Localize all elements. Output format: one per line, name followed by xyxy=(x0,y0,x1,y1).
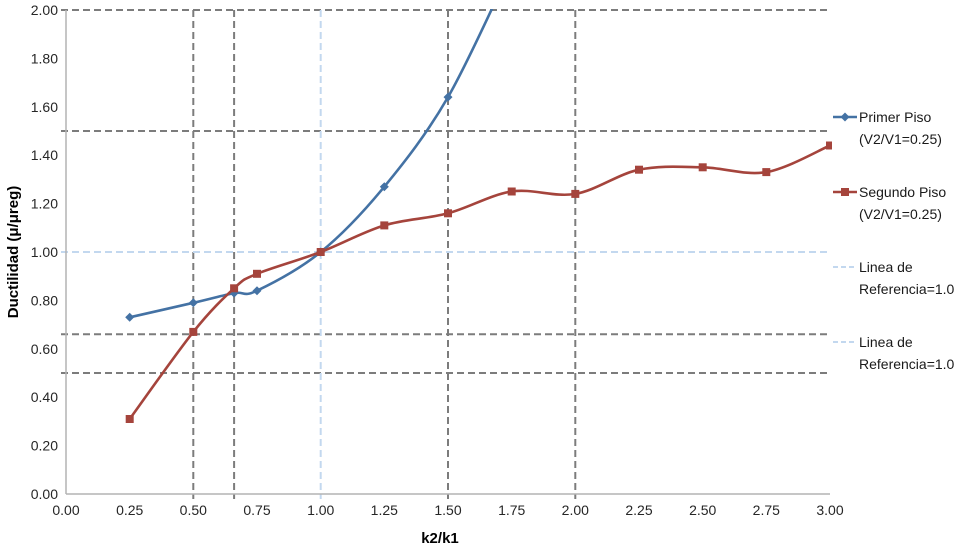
chart-legend: Primer Piso (V2/V1=0.25) Segundo Piso (V2/V… xyxy=(833,0,961,548)
data-point-diamond-0.75 xyxy=(252,286,262,296)
x-tick-label-0.75: 0.75 xyxy=(243,502,270,518)
x-tick-label-2.75: 2.75 xyxy=(753,502,780,518)
x-tick-label-2.25: 2.25 xyxy=(625,502,652,518)
x-tick-label-0.00: 0.00 xyxy=(52,502,79,518)
x-tick-label-1.25: 1.25 xyxy=(371,502,398,518)
data-point-square-1.5 xyxy=(444,209,452,218)
legend-label: Primer Piso (V2/V1=0.25) xyxy=(859,106,942,150)
x-tick-label-3.00: 3.00 xyxy=(816,502,843,518)
legend-label-line: Referencia=1.0 xyxy=(859,356,955,372)
tick-labels-layer: 0.00 0.25 0.50 0.75 1.00 1.25 1.50 1.75 2.00 2.25… xyxy=(31,2,844,518)
y-tick-label-0.60: 0.60 xyxy=(31,341,58,357)
y-tick-label-1.60: 1.60 xyxy=(31,99,58,115)
y-axis-title: Ductilidad (μ/μreg) xyxy=(5,186,22,319)
series-layer xyxy=(125,9,832,423)
y-tick-label-1.80: 1.80 xyxy=(31,50,58,66)
axes-layer xyxy=(65,10,830,495)
legend-label-line: (V2/V1=0.25) xyxy=(859,131,942,147)
data-point-square-0.5 xyxy=(189,327,198,336)
legend-label-line: Segundo Piso xyxy=(859,184,947,200)
data-point-square-0.25 xyxy=(125,415,134,423)
data-point-diamond-0.25 xyxy=(125,312,135,322)
legend-item-0: Primer Piso (V2/V1=0.25) xyxy=(833,106,942,150)
series-primer-piso xyxy=(125,9,494,322)
x-tick-label-2.50: 2.50 xyxy=(689,502,716,518)
reference-lines-layer xyxy=(61,9,830,499)
data-point-diamond-0.5 xyxy=(188,298,198,308)
data-point-diamond-1.25 xyxy=(379,182,389,192)
y-tick-label-1.00: 1.00 xyxy=(31,244,58,260)
y-tick-label-0.80: 0.80 xyxy=(31,292,58,308)
data-point-square-0.75 xyxy=(253,269,261,278)
data-point-square-2.25 xyxy=(635,165,643,174)
data-point-square-0.66 xyxy=(230,284,239,293)
x-axis-title: k2/k1 xyxy=(421,530,459,547)
y-tick-label-2.00: 2.00 xyxy=(31,2,58,18)
data-point-square-1.75 xyxy=(507,187,516,196)
legend-swatch-line-square-icon xyxy=(833,185,859,204)
data-point-square-1.25 xyxy=(380,221,389,230)
y-tick-label-1.20: 1.20 xyxy=(31,196,58,212)
legend-label: Linea de Referencia=1.0 xyxy=(859,256,954,300)
legend-swatch-dashes-icon xyxy=(833,260,859,279)
y-tick-label-0.20: 0.20 xyxy=(31,438,58,454)
y-tick-label-1.40: 1.40 xyxy=(31,147,58,163)
legend-label: Segundo Piso (V2/V1=0.25) xyxy=(859,181,946,225)
legend-item-2: Linea de Referencia=1.0 xyxy=(833,256,954,300)
series-segundo-piso xyxy=(125,141,832,423)
legend-swatch-graphic xyxy=(833,266,857,268)
data-point-square-3 xyxy=(826,141,832,150)
data-point-square-1 xyxy=(316,248,325,256)
legend-label-line: Primer Piso xyxy=(859,109,932,125)
x-tick-label-2.00: 2.00 xyxy=(562,502,589,518)
x-tick-label-0.50: 0.50 xyxy=(180,502,207,518)
legend-swatch-dashes-icon xyxy=(833,335,859,354)
y-tick-label-0.40: 0.40 xyxy=(31,389,58,405)
x-tick-label-1.50: 1.50 xyxy=(434,502,461,518)
legend-label-line: Linea de xyxy=(859,259,913,275)
legend-item-3: Linea de Referencia=1.0 xyxy=(833,331,954,375)
square-marker-sample xyxy=(841,188,849,196)
x-tick-label-1.75: 1.75 xyxy=(498,502,525,518)
legend-swatch-line-diamond-icon xyxy=(833,110,859,129)
data-point-diamond-1.5 xyxy=(443,92,453,102)
y-tick-label-0.00: 0.00 xyxy=(31,486,58,502)
legend-label-line: (V2/V1=0.25) xyxy=(859,206,942,222)
legend-item-1: Segundo Piso (V2/V1=0.25) xyxy=(833,181,946,225)
data-point-square-2 xyxy=(571,189,580,198)
data-point-square-2.75 xyxy=(762,168,771,177)
x-tick-label-0.25: 0.25 xyxy=(116,502,143,518)
data-point-square-2.5 xyxy=(698,163,707,172)
x-tick-label-1.00: 1.00 xyxy=(307,502,334,518)
legend-swatch-graphic xyxy=(833,188,857,196)
legend-swatch-graphic xyxy=(833,341,857,343)
legend-label: Linea de Referencia=1.0 xyxy=(859,331,954,375)
legend-label-line: Linea de xyxy=(859,334,913,350)
diamond-marker-sample xyxy=(840,112,850,122)
legend-swatch-graphic xyxy=(833,112,857,122)
legend-label-line: Referencia=1.0 xyxy=(859,281,955,297)
